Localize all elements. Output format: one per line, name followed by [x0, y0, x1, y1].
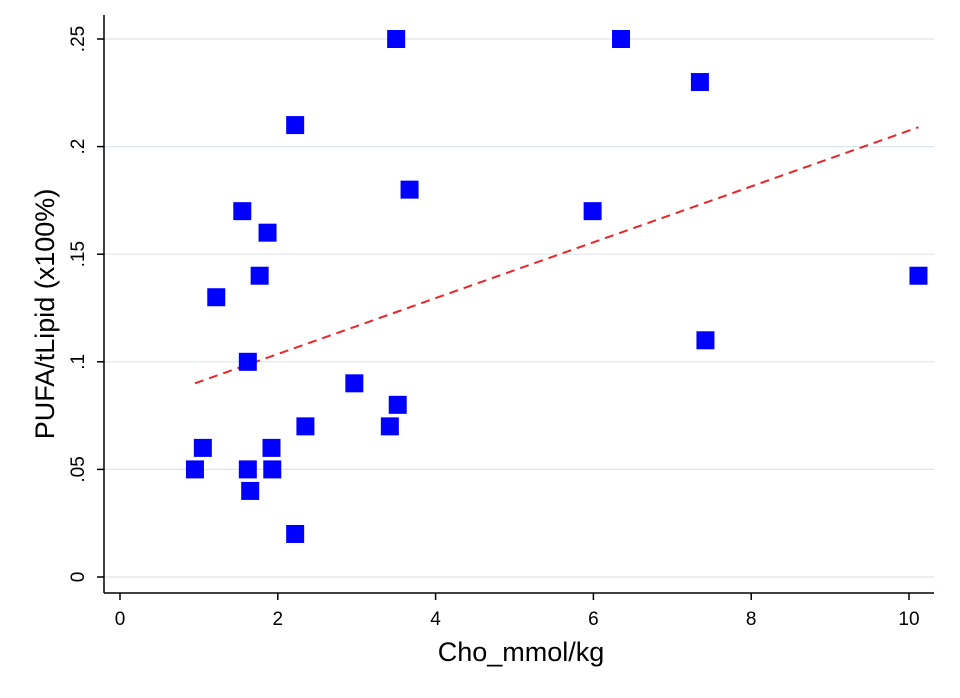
grid-lines [104, 38, 934, 578]
data-points [185, 30, 928, 543]
fit-line-layer [194, 126, 919, 385]
data-point [286, 116, 305, 135]
data-point [233, 202, 252, 221]
y-tick-label: .2 [68, 139, 89, 155]
data-point [185, 460, 204, 479]
data-point [380, 417, 399, 436]
x-axis-title: Cho_mmol/kg [438, 637, 605, 667]
data-point [690, 73, 709, 92]
data-point [909, 266, 928, 285]
data-point [696, 331, 715, 350]
data-point [207, 288, 226, 307]
linear-fit-line [194, 126, 919, 385]
x-tick-label: 4 [430, 609, 441, 630]
data-point [241, 481, 260, 500]
data-point [388, 395, 407, 414]
data-point [400, 180, 419, 199]
data-point [258, 223, 277, 242]
data-point [238, 460, 257, 479]
x-tick-label: 10 [898, 609, 919, 630]
y-axis-title: PUFA/tLipid (x100%) [30, 189, 60, 440]
axes [103, 15, 934, 594]
y-tick-label: .1 [68, 354, 89, 370]
data-point [612, 30, 631, 48]
y-tick-label: .15 [68, 241, 89, 267]
data-point [238, 352, 257, 371]
x-tick-label: 0 [115, 609, 126, 630]
y-tick-label: .25 [68, 26, 89, 52]
data-point [263, 460, 282, 479]
data-point [583, 202, 602, 221]
y-tick-label: .05 [68, 456, 89, 482]
data-point [387, 30, 406, 48]
data-point [345, 374, 364, 393]
data-point [250, 266, 269, 285]
data-point [262, 438, 281, 457]
x-tick-label: 2 [273, 609, 284, 630]
x-tick-label: 6 [588, 609, 599, 630]
ticks: 0 .05 .1 .15 .2 .25 0 2 4 6 8 10 [68, 26, 920, 630]
data-point [296, 417, 315, 436]
data-point [193, 438, 212, 457]
data-point [286, 524, 305, 543]
x-tick-label: 8 [746, 609, 757, 630]
y-tick-label: 0 [68, 572, 89, 583]
